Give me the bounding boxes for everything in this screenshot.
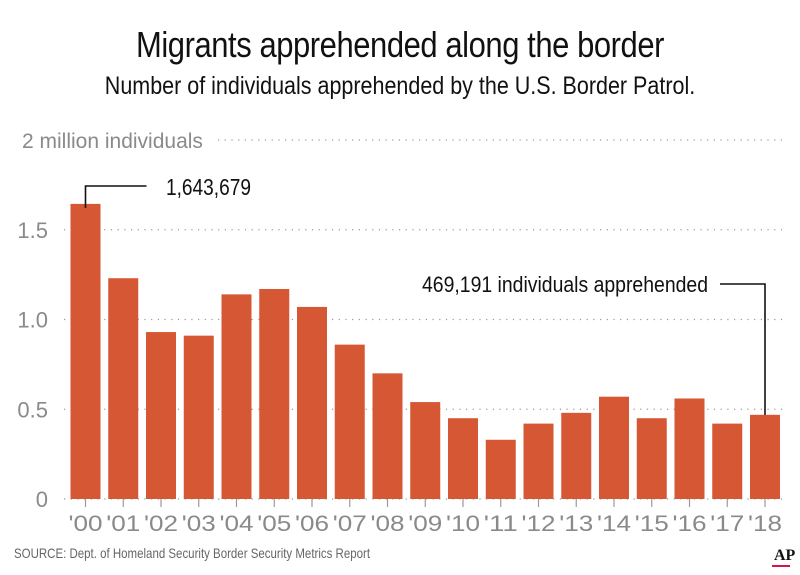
x-tick-label: '06 [295, 511, 329, 536]
bar [561, 412, 592, 499]
y-axis-label: 2 million individuals [22, 130, 203, 153]
bar [712, 423, 743, 499]
bar [221, 294, 252, 499]
bar [636, 418, 667, 499]
x-tick-label: '05 [257, 511, 291, 536]
y-tick-label: 1.5 [17, 218, 48, 243]
x-tick-label: '03 [182, 511, 216, 536]
x-tick-label: '04 [220, 511, 254, 536]
bar [410, 402, 441, 499]
x-tick-label: '13 [559, 511, 593, 536]
bar [523, 423, 554, 499]
x-tick-label: '01 [106, 511, 140, 536]
y-tick-label: 0 [36, 487, 48, 512]
annotation-leader-line [84, 185, 147, 208]
x-tick-label: '09 [408, 511, 442, 536]
x-tick-label: '14 [597, 511, 631, 536]
bar [259, 288, 290, 499]
bar [448, 418, 478, 499]
annotation-peak-value: 1,643,679 [166, 174, 251, 200]
bar [146, 332, 176, 499]
bar [750, 414, 780, 499]
chart-subtitle: Number of individuals apprehended by the… [104, 72, 696, 100]
x-tick-label: '00 [69, 511, 103, 536]
bar [599, 396, 629, 499]
bar [183, 335, 214, 499]
y-tick-label: 0.5 [17, 397, 48, 422]
x-tick-label: '12 [522, 511, 556, 536]
x-tick-label: '08 [371, 511, 405, 536]
x-tick-label: '10 [446, 511, 480, 536]
annotation-latest-value: 469,191 individuals apprehended [422, 272, 708, 297]
bar [372, 373, 403, 499]
x-tick-label: '18 [748, 511, 782, 536]
y-tick-label: 1.0 [17, 308, 48, 333]
annotation-leader-line [720, 283, 766, 415]
bar [108, 278, 139, 499]
bar [297, 306, 327, 499]
ap-logo-underline [772, 565, 790, 567]
x-tick-label: '15 [635, 511, 669, 536]
ap-logo: AP [774, 547, 796, 564]
bar [674, 398, 705, 499]
bar [70, 203, 101, 500]
x-tick-label: '02 [144, 511, 178, 536]
x-tick-label: '16 [673, 511, 707, 536]
source-note: SOURCE: Dept. of Homeland Security Borde… [14, 545, 371, 561]
x-tick-label: '17 [710, 511, 744, 536]
chart-title: Migrants apprehended along the border [135, 24, 664, 65]
bar [485, 439, 516, 499]
bar [334, 344, 365, 499]
x-tick-label: '07 [333, 511, 367, 536]
x-tick-label: '11 [484, 511, 518, 536]
